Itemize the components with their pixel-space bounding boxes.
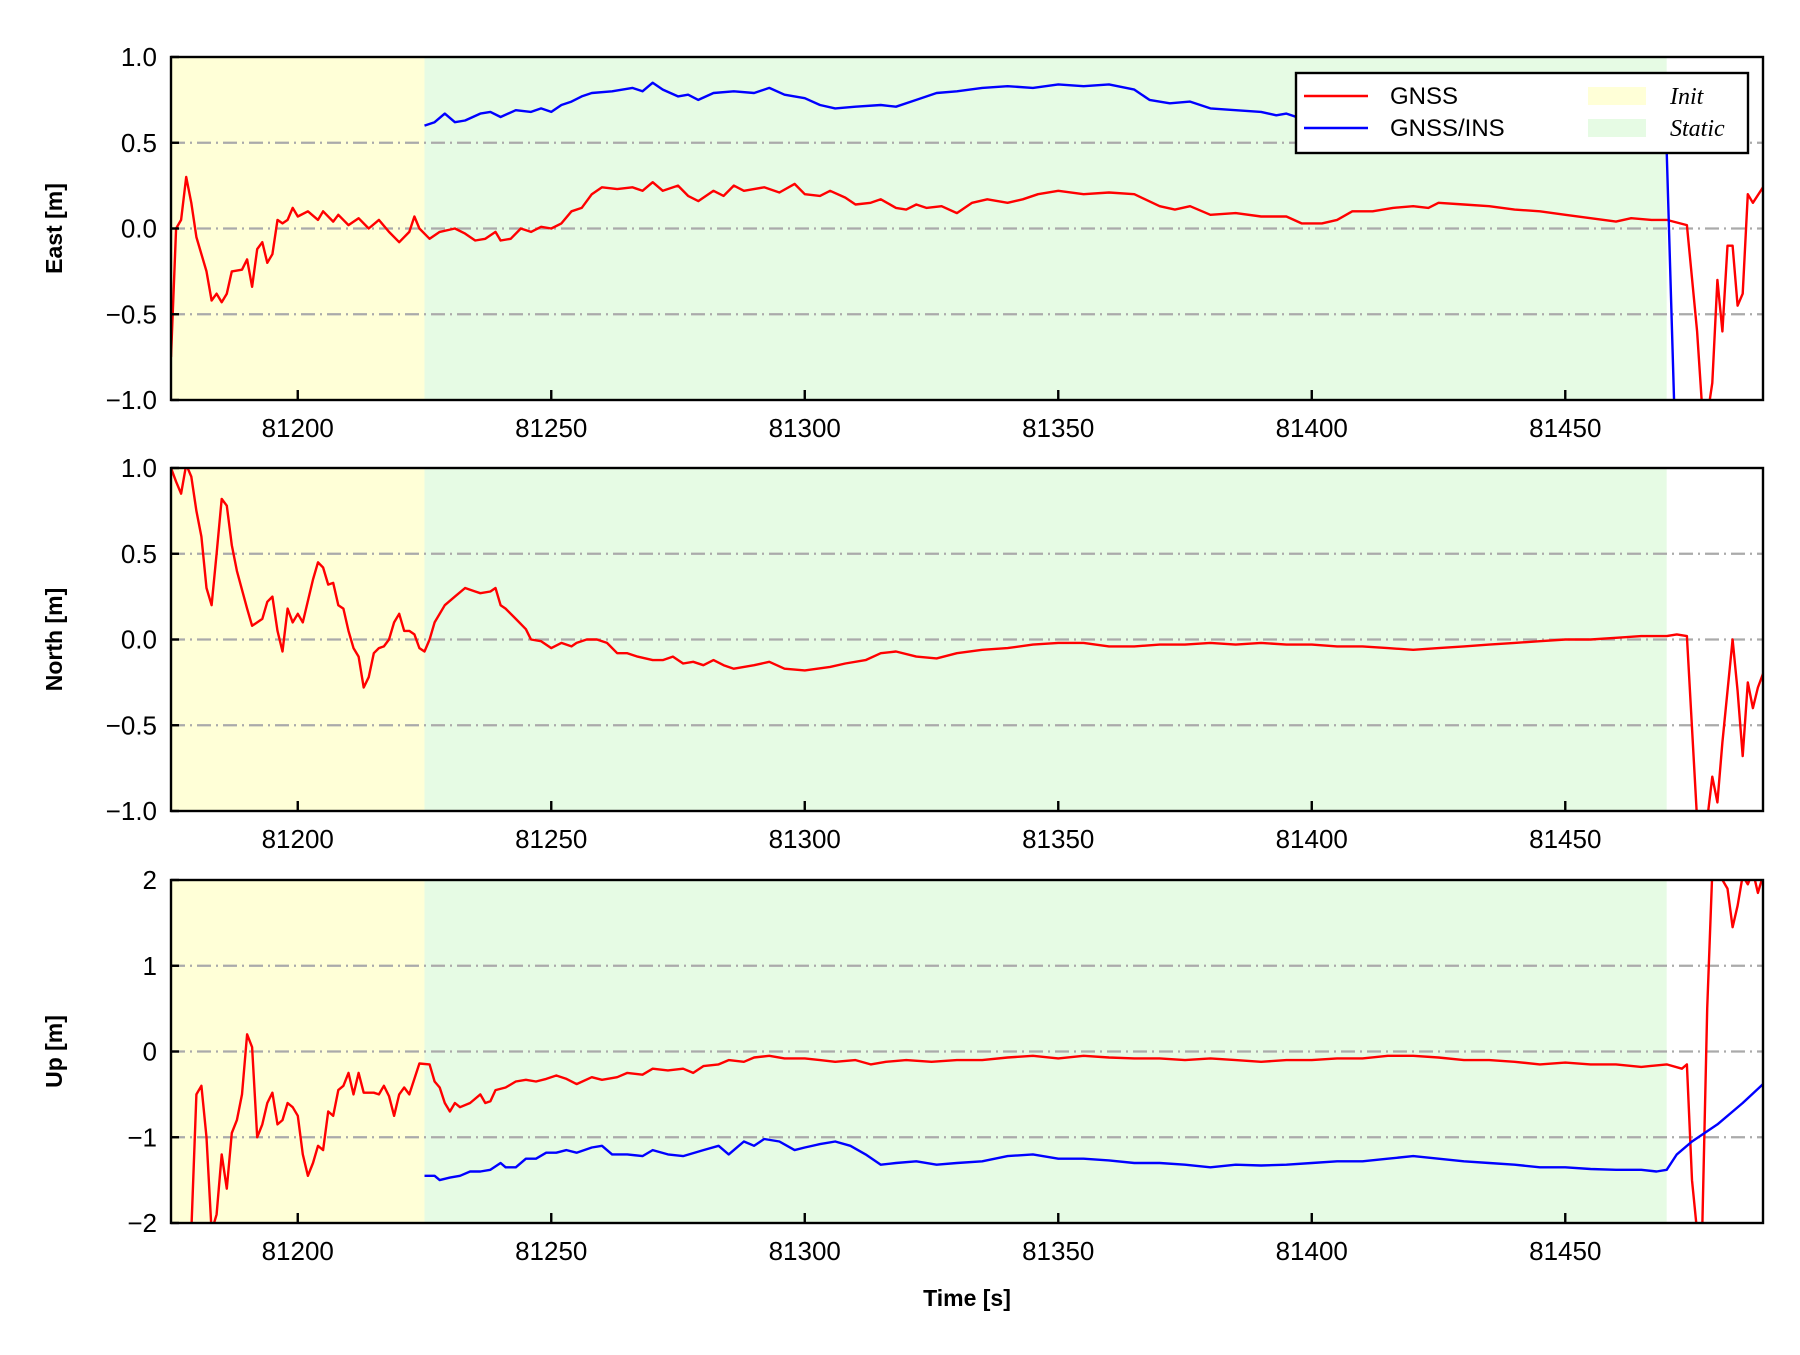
y-axis-label: North [m] — [41, 588, 67, 691]
span-static — [424, 880, 1667, 1223]
legend: GNSS GNSS/INS Init Static — [1294, 71, 1750, 155]
x-tick-label: 81200 — [262, 413, 334, 443]
y-tick-label: 0.0 — [121, 625, 157, 655]
y-tick-label: −1.0 — [106, 385, 157, 415]
legend-box — [1294, 71, 1750, 155]
legend-label: GNSS — [1390, 83, 1458, 110]
y-tick-label: 0 — [143, 1037, 157, 1067]
x-tick-label: 81300 — [769, 413, 841, 443]
x-tick-label: 81250 — [515, 413, 587, 443]
x-axis-label: Time [s] — [923, 1285, 1011, 1311]
y-tick-label: 0.5 — [121, 128, 157, 158]
y-tick-label: 0.0 — [121, 214, 157, 244]
y-tick-label: −2 — [127, 1208, 157, 1238]
x-tick-label: 81400 — [1276, 1236, 1348, 1266]
x-tick-label: 81300 — [769, 1236, 841, 1266]
y-tick-label: 0.5 — [121, 539, 157, 569]
y-tick-label: −0.5 — [106, 710, 157, 740]
legend-patch-init — [1588, 87, 1646, 105]
series-gnss-line — [171, 175, 1763, 400]
legend-label: GNSS/INS — [1390, 115, 1505, 142]
y-tick-label: 2 — [143, 865, 157, 895]
x-tick-label: 81350 — [1022, 824, 1094, 854]
x-tick-label: 81250 — [515, 824, 587, 854]
y-tick-label: 1.0 — [121, 453, 157, 483]
x-tick-label: 81400 — [1276, 413, 1348, 443]
x-tick-label: 81250 — [515, 1236, 587, 1266]
y-tick-label: −1.0 — [106, 796, 157, 826]
x-tick-label: 81200 — [262, 1236, 334, 1266]
series-gnss-line — [171, 468, 1763, 811]
x-tick-label: 81400 — [1276, 824, 1348, 854]
x-tick-label: 81350 — [1022, 1236, 1094, 1266]
series-gnss-ins-line — [424, 1083, 1763, 1182]
x-tick-label: 81200 — [262, 824, 334, 854]
x-tick-label: 81450 — [1529, 824, 1601, 854]
x-tick-label: 81450 — [1529, 413, 1601, 443]
legend-patch-static — [1588, 119, 1646, 137]
panel-north: 1.0 0.5 0.0 −0.5 −1.0 81200 81250 81300 81350 814… — [41, 453, 1765, 854]
series-gnss-line — [190, 880, 1763, 1223]
y-tick-label: −1 — [127, 1122, 157, 1152]
y-axis-label: East [m] — [41, 183, 67, 274]
y-tick-label: −0.5 — [106, 299, 157, 329]
y-tick-label: 1 — [143, 951, 157, 981]
panel-up: 2 1 0 −1 −2 81200 81250 81300 81350 81400 81450 Up … — [41, 865, 1765, 1266]
y-axis-label: Up [m] — [41, 1015, 67, 1088]
span-static — [424, 468, 1667, 811]
legend-label: Init — [1669, 84, 1705, 110]
x-tick-label: 81350 — [1022, 413, 1094, 443]
series-gnss-ins-line — [424, 81, 1676, 400]
legend-label: Static — [1670, 116, 1725, 142]
y-tick-label: 1.0 — [121, 42, 157, 72]
x-tick-label: 81450 — [1529, 1236, 1601, 1266]
x-tick-label: 81300 — [769, 824, 841, 854]
